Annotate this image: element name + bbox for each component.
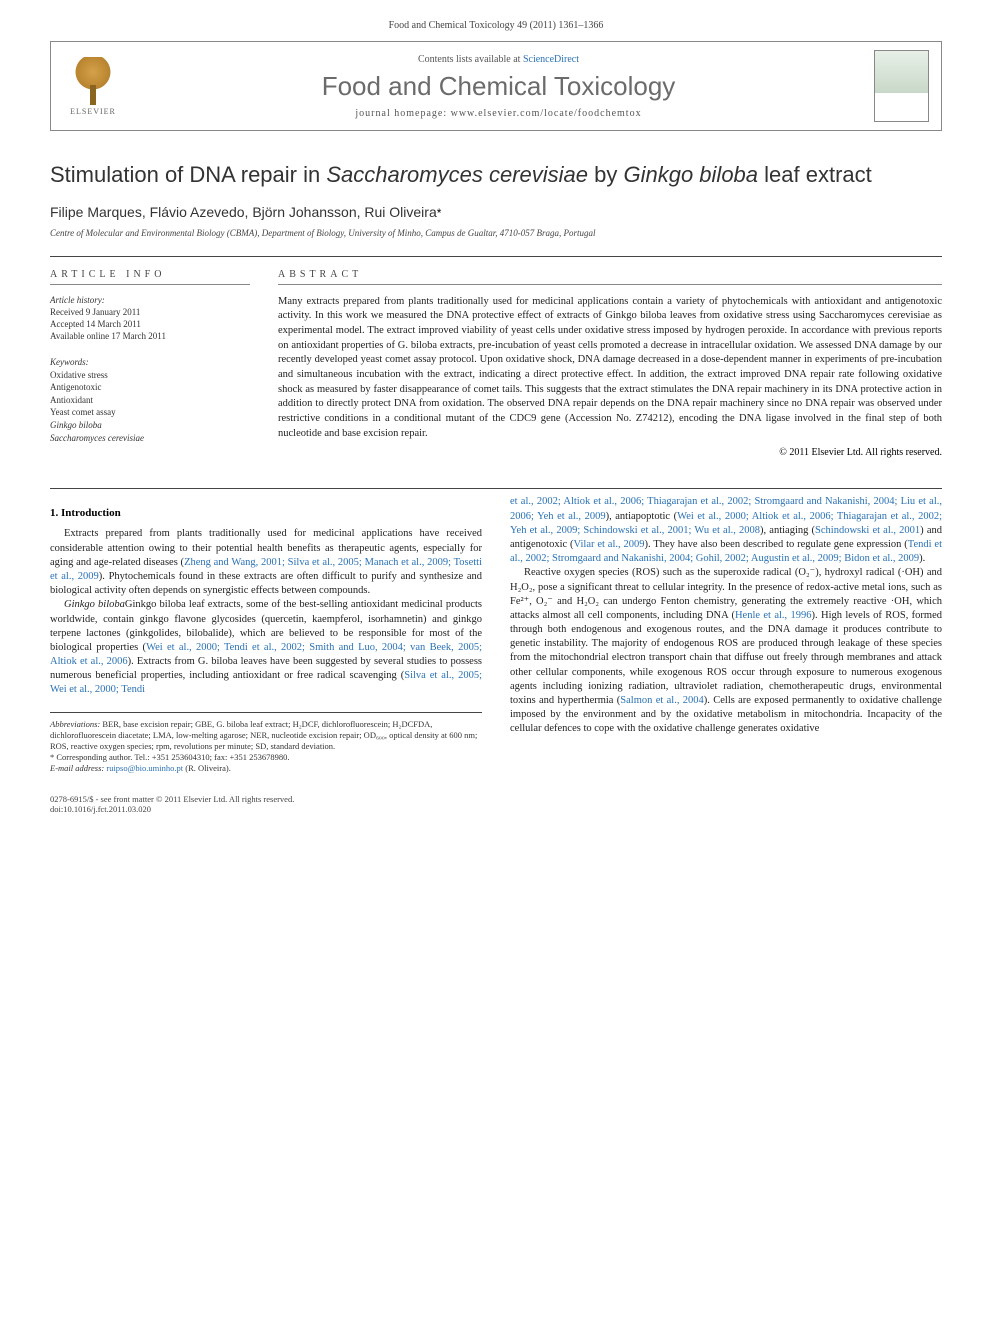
species-name: Ginkgo biloba: [64, 599, 125, 610]
article-info-head: ARTICLE INFO: [50, 269, 250, 285]
intro-heading: 1. Introduction: [50, 507, 482, 519]
text: ). Phytochemicals found in these extract…: [50, 571, 482, 596]
title-part: by: [588, 162, 623, 187]
text: ). High levels of ROS, formed through bo…: [510, 610, 942, 706]
abstract-text: Many extracts prepared from plants tradi…: [278, 295, 942, 442]
keyword: Oxidative stress: [50, 369, 250, 382]
journal-title: Food and Chemical Toxicology: [123, 71, 874, 102]
homepage-url[interactable]: journal homepage: www.elsevier.com/locat…: [123, 108, 874, 119]
article-title: Stimulation of DNA repair in Saccharomyc…: [50, 161, 942, 190]
front-matter: 0278-6915/$ - see front matter © 2011 El…: [50, 794, 942, 804]
journal-reference: Food and Chemical Toxicology 49 (2011) 1…: [50, 20, 942, 31]
keyword: Saccharomyces cerevisiae: [50, 432, 250, 445]
copyright-line: © 2011 Elsevier Ltd. All rights reserved…: [278, 447, 942, 458]
journal-cover-thumb: [874, 50, 929, 122]
page-footer: 0278-6915/$ - see front matter © 2011 El…: [50, 794, 942, 814]
online-date: Available online 17 March 2011: [50, 331, 250, 341]
authors-names: Filipe Marques, Flávio Azevedo, Björn Jo…: [50, 204, 437, 220]
citation-link[interactable]: Henle et al., 1996: [735, 610, 812, 621]
keyword: Yeast comet assay: [50, 406, 250, 419]
title-species1: Saccharomyces cerevisiae: [326, 162, 588, 187]
sciencedirect-link[interactable]: ScienceDirect: [523, 54, 579, 65]
intro-para2: Ginkgo bilobaGinkgo biloba leaf extracts…: [50, 598, 482, 697]
title-species2: Ginkgo biloba: [623, 162, 758, 187]
contents-label: Contents lists available at ScienceDirec…: [123, 54, 874, 65]
intro-para4: Reactive oxygen species (ROS) such as th…: [510, 566, 942, 736]
citation-link[interactable]: Schindowski et al., 2001: [815, 525, 920, 536]
text: ).: [919, 553, 925, 564]
abstract-head: ABSTRACT: [278, 269, 942, 285]
received-date: Received 9 January 2011: [50, 307, 250, 317]
text: ), antiaging (: [760, 525, 815, 536]
footnotes-block: Abbreviations: BER, base excision repair…: [50, 712, 482, 774]
keywords-label: Keywords:: [50, 357, 250, 367]
header-box: ELSEVIER Contents lists available at Sci…: [50, 41, 942, 131]
elsevier-logo: ELSEVIER: [63, 51, 123, 121]
keyword: Antioxidant: [50, 394, 250, 407]
email-label: E-mail address:: [50, 763, 104, 773]
email-name: (R. Oliveira).: [183, 763, 231, 773]
authors-line: Filipe Marques, Flávio Azevedo, Björn Jo…: [50, 204, 942, 220]
doi: doi:10.1016/j.fct.2011.03.020: [50, 804, 942, 814]
email-link[interactable]: ruipso@bio.uminho.pt: [104, 763, 183, 773]
elsevier-label: ELSEVIER: [70, 107, 116, 116]
keyword: Ginkgo biloba: [50, 419, 250, 432]
text: ). They have also been described to regu…: [645, 539, 908, 550]
accepted-date: Accepted 14 March 2011: [50, 319, 250, 329]
keyword: Antigenotoxic: [50, 381, 250, 394]
corresponding-mark: *: [437, 206, 442, 220]
citation-link[interactable]: Vilar et al., 2009: [574, 539, 645, 550]
abbrev-text: BER, base excision repair; GBE, G. bilob…: [50, 719, 477, 751]
intro-para1: Extracts prepared from plants traditiona…: [50, 527, 482, 598]
title-part: leaf extract: [758, 162, 872, 187]
elsevier-tree-icon: [68, 57, 118, 107]
abbrev-label: Abbreviations:: [50, 719, 100, 729]
history-label: Article history:: [50, 295, 250, 305]
corresponding-footnote: * Corresponding author. Tel.: +351 25360…: [50, 752, 482, 763]
affiliation: Centre of Molecular and Environmental Bi…: [50, 228, 942, 238]
text: ), antiapoptotic (: [606, 511, 678, 522]
title-part: Stimulation of DNA repair in: [50, 162, 326, 187]
intro-para3: et al., 2002; Altiok et al., 2006; Thiag…: [510, 495, 942, 566]
citation-link[interactable]: Salmon et al., 2004: [620, 695, 703, 706]
contents-text: Contents lists available at: [418, 54, 523, 65]
